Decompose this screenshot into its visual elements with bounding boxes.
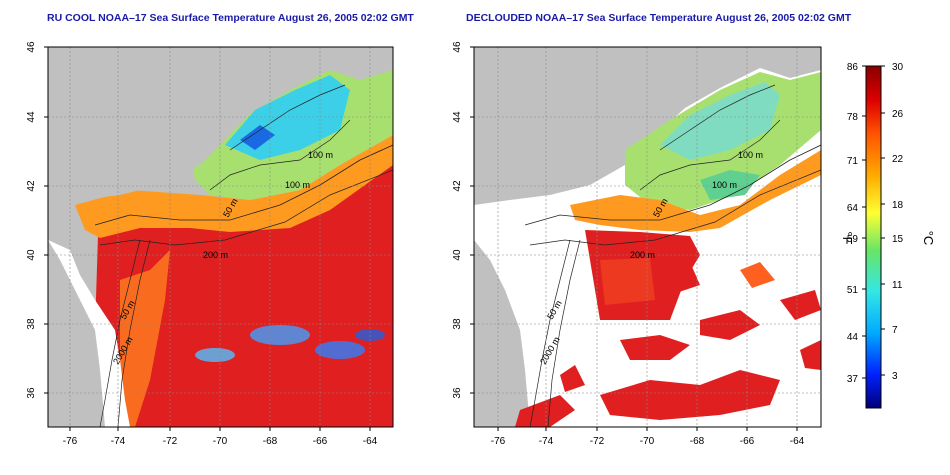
colorbar-c-tick: 22 [892,154,904,165]
colorbar-f-tick: 78 [847,112,859,123]
x-tick-label: -76 [63,436,78,447]
colorbar-f-tick: 64 [847,203,859,214]
colorbar-celsius-unit: °C [921,231,936,246]
x-tick-label: -72 [590,436,605,447]
colorbar-c-tick: 18 [892,200,904,211]
left-map-image: 100 m 100 m 50 m 200 m 50 m 2000 m [48,47,393,427]
contour-label: 100 m [738,150,763,160]
right-map-image: 100 m 100 m 50 m 200 m 50 m 2000 m [474,47,821,427]
contour-label: 100 m [285,180,310,190]
y-tick-label: 42 [26,180,37,192]
y-tick-label: 40 [452,249,463,261]
colorbar-fahrenheit-unit: °F [840,231,855,244]
y-tick-label: 46 [26,41,37,53]
y-tick-label: 38 [452,318,463,330]
x-tick-label: -64 [363,436,378,447]
right-map-panel: 100 m 100 m 50 m 200 m 50 m 2000 m -76 -… [452,41,822,447]
x-tick-label: -76 [491,436,506,447]
y-tick-label: 44 [452,111,463,123]
left-panel-title: RU COOL NOAA–17 Sea Surface Temperature … [47,12,414,24]
colorbar-f-tick: 71 [847,156,859,167]
x-tick-label: -74 [539,436,554,447]
contour-label: 200 m [203,250,228,260]
x-tick-label: -68 [263,436,278,447]
colorbar-f-tick: 37 [847,374,859,385]
contour-label: 100 m [712,180,737,190]
colorbar-gradient [865,65,882,409]
y-tick-label: 44 [26,111,37,123]
y-tick-label: 36 [26,387,37,399]
x-tick-label: -74 [111,436,126,447]
y-tick-label: 46 [452,41,463,53]
left-map-panel: 100 m 100 m 50 m 200 m 50 m 2000 m -76 -… [26,41,394,447]
x-tick-label: -70 [213,436,228,447]
y-tick-label: 40 [26,249,37,261]
colorbar-c-tick: 7 [892,325,898,336]
x-tick-label: -72 [163,436,178,447]
colorbar-f-tick: 51 [847,285,859,296]
colorbar-f-tick: 59 [847,234,859,245]
x-tick-label: -66 [740,436,755,447]
colorbar-c-tick: 3 [892,371,898,382]
y-tick-label: 42 [452,180,463,192]
colorbar-f-tick: 86 [847,62,859,73]
x-tick-label: -64 [790,436,805,447]
colorbar-c-tick: 30 [892,62,904,73]
x-tick-label: -68 [690,436,705,447]
x-tick-label: -70 [640,436,655,447]
contour-label: 100 m [308,150,333,160]
y-tick-label: 38 [26,318,37,330]
colorbar-f-tick: 44 [847,332,859,343]
x-tick-label: -66 [313,436,328,447]
colorbar: 86 78 71 64 59 51 44 37 30 26 22 18 15 1… [840,62,936,409]
right-panel-title: DECLOUDED NOAA–17 Sea Surface Temperatur… [466,12,852,24]
colorbar-c-tick: 15 [892,234,904,245]
y-tick-label: 36 [452,387,463,399]
colorbar-c-tick: 26 [892,109,904,120]
colorbar-c-tick: 11 [892,280,903,291]
contour-label: 200 m [630,250,655,260]
